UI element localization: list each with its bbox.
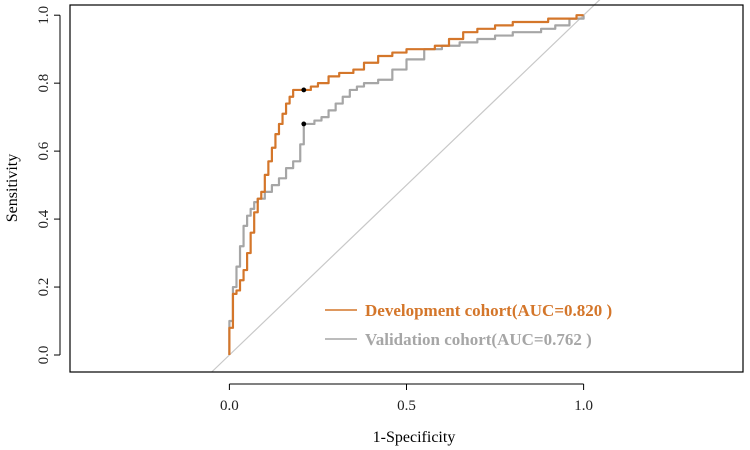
roc-curve-validation-cohort bbox=[228, 15, 585, 356]
y-axis-label: Sensitivity bbox=[4, 154, 21, 222]
roc-curve-development-cohort bbox=[228, 14, 584, 356]
legend-label-validation: Validation cohort(AUC=0.762 ) bbox=[365, 330, 592, 349]
reference-diagonal-line bbox=[211, 0, 601, 373]
legend: Development cohort(AUC=0.820 ) Validatio… bbox=[325, 301, 612, 349]
y-tick-label: 0.0 bbox=[36, 346, 52, 365]
plot-layer bbox=[211, 0, 601, 373]
y-tick-label: 0.8 bbox=[36, 74, 52, 93]
axes-layer: 0.0 0.2 0.4 0.6 0.8 1.0 0.0 0.5 1.0 bbox=[36, 6, 593, 414]
y-tick-label: 0.2 bbox=[36, 278, 52, 297]
x-tick-label: 1.0 bbox=[574, 398, 593, 414]
plot-frame bbox=[69, 4, 744, 373]
y-tick-label: 0.6 bbox=[36, 141, 52, 160]
x-tick-label: 0.5 bbox=[397, 398, 416, 414]
y-tick-label: 1.0 bbox=[36, 6, 52, 25]
y-tick-label: 0.4 bbox=[36, 209, 52, 228]
legend-label-development: Development cohort(AUC=0.820 ) bbox=[365, 301, 612, 320]
cutoff-point-development-cohort bbox=[301, 87, 307, 93]
x-tick-label: 0.0 bbox=[220, 398, 239, 414]
cutoff-point-validation-cohort bbox=[301, 121, 307, 127]
x-axis-label: 1-Specificity bbox=[373, 429, 456, 446]
